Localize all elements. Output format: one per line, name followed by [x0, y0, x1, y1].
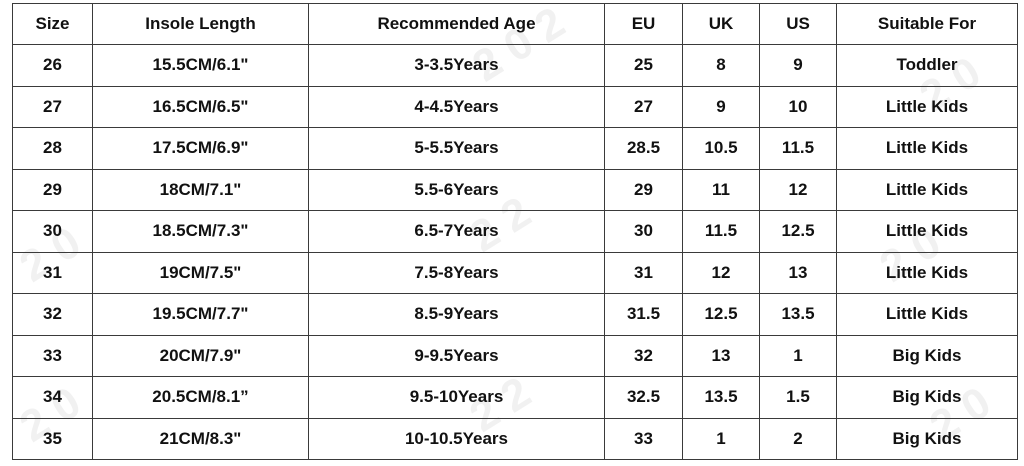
- cell-recommended-age: 5.5-6Years: [308, 168, 605, 211]
- cell-us: 12.5: [759, 210, 837, 253]
- cell-eu: 33: [604, 417, 683, 460]
- cell-uk: 11: [682, 168, 760, 211]
- cell-insole-length: 17.5CM/6.9": [92, 127, 309, 170]
- cell-recommended-age: 9.5-10Years: [308, 376, 605, 419]
- cell-recommended-age: 3-3.5Years: [308, 44, 605, 87]
- table-row: 26 15.5CM/6.1" 3-3.5Years 25 8 9 Toddler: [12, 44, 1018, 87]
- cell-us: 12: [759, 168, 837, 211]
- header-size: Size: [12, 3, 93, 45]
- header-eu: EU: [604, 3, 683, 45]
- cell-size: 26: [12, 44, 93, 87]
- cell-suitable-for: Toddler: [836, 44, 1018, 87]
- cell-eu: 29: [604, 168, 683, 211]
- cell-suitable-for: Big Kids: [836, 376, 1018, 419]
- cell-recommended-age: 7.5-8Years: [308, 251, 605, 294]
- cell-suitable-for: Little Kids: [836, 85, 1018, 128]
- cell-uk: 12.5: [682, 293, 760, 336]
- cell-eu: 30: [604, 210, 683, 253]
- cell-suitable-for: Little Kids: [836, 168, 1018, 211]
- cell-insole-length: 19.5CM/7.7": [92, 293, 309, 336]
- cell-us: 10: [759, 85, 837, 128]
- cell-size: 31: [12, 251, 93, 294]
- table-row: 29 18CM/7.1" 5.5-6Years 29 11 12 Little …: [12, 168, 1018, 211]
- cell-suitable-for: Big Kids: [836, 334, 1018, 377]
- table-row: 27 16.5CM/6.5" 4-4.5Years 27 9 10 Little…: [12, 85, 1018, 128]
- cell-us: 1.5: [759, 376, 837, 419]
- cell-uk: 13: [682, 334, 760, 377]
- cell-eu: 31.5: [604, 293, 683, 336]
- cell-eu: 27: [604, 85, 683, 128]
- cell-size: 33: [12, 334, 93, 377]
- cell-us: 1: [759, 334, 837, 377]
- cell-uk: 10.5: [682, 127, 760, 170]
- table-row: 30 18.5CM/7.3" 6.5-7Years 30 11.5 12.5 L…: [12, 210, 1018, 253]
- header-recommended-age: Recommended Age: [308, 3, 605, 45]
- cell-size: 32: [12, 293, 93, 336]
- cell-recommended-age: 6.5-7Years: [308, 210, 605, 253]
- table-row: 35 21CM/8.3" 10-10.5Years 33 1 2 Big Kid…: [12, 417, 1018, 460]
- cell-recommended-age: 5-5.5Years: [308, 127, 605, 170]
- cell-suitable-for: Little Kids: [836, 210, 1018, 253]
- cell-size: 30: [12, 210, 93, 253]
- header-us: US: [759, 3, 837, 45]
- cell-uk: 1: [682, 417, 760, 460]
- cell-recommended-age: 4-4.5Years: [308, 85, 605, 128]
- cell-insole-length: 20CM/7.9": [92, 334, 309, 377]
- cell-suitable-for: Big Kids: [836, 417, 1018, 460]
- cell-size: 28: [12, 127, 93, 170]
- table-row: 32 19.5CM/7.7" 8.5-9Years 31.5 12.5 13.5…: [12, 293, 1018, 336]
- cell-insole-length: 15.5CM/6.1": [92, 44, 309, 87]
- header-uk: UK: [682, 3, 760, 45]
- cell-insole-length: 16.5CM/6.5": [92, 85, 309, 128]
- cell-suitable-for: Little Kids: [836, 293, 1018, 336]
- table-body: 26 15.5CM/6.1" 3-3.5Years 25 8 9 Toddler…: [12, 44, 1018, 460]
- cell-size: 35: [12, 417, 93, 460]
- table-row: 31 19CM/7.5" 7.5-8Years 31 12 13 Little …: [12, 251, 1018, 294]
- cell-insole-length: 19CM/7.5": [92, 251, 309, 294]
- cell-eu: 31: [604, 251, 683, 294]
- cell-us: 13.5: [759, 293, 837, 336]
- cell-suitable-for: Little Kids: [836, 251, 1018, 294]
- cell-uk: 13.5: [682, 376, 760, 419]
- cell-uk: 11.5: [682, 210, 760, 253]
- cell-insole-length: 18.5CM/7.3": [92, 210, 309, 253]
- table-row: 28 17.5CM/6.9" 5-5.5Years 28.5 10.5 11.5…: [12, 127, 1018, 170]
- cell-insole-length: 21CM/8.3": [92, 417, 309, 460]
- cell-size: 27: [12, 85, 93, 128]
- cell-recommended-age: 10-10.5Years: [308, 417, 605, 460]
- cell-insole-length: 20.5CM/8.1”: [92, 376, 309, 419]
- cell-us: 13: [759, 251, 837, 294]
- cell-eu: 32: [604, 334, 683, 377]
- size-chart-table: Size Insole Length Recommended Age EU UK…: [12, 3, 1018, 460]
- cell-suitable-for: Little Kids: [836, 127, 1018, 170]
- cell-eu: 28.5: [604, 127, 683, 170]
- cell-recommended-age: 8.5-9Years: [308, 293, 605, 336]
- cell-uk: 9: [682, 85, 760, 128]
- cell-us: 11.5: [759, 127, 837, 170]
- cell-insole-length: 18CM/7.1": [92, 168, 309, 211]
- cell-uk: 12: [682, 251, 760, 294]
- cell-us: 9: [759, 44, 837, 87]
- cell-size: 34: [12, 376, 93, 419]
- header-suitable-for: Suitable For: [836, 3, 1018, 45]
- cell-eu: 32.5: [604, 376, 683, 419]
- header-insole-length: Insole Length: [92, 3, 309, 45]
- table-row: 33 20CM/7.9" 9-9.5Years 32 13 1 Big Kids: [12, 334, 1018, 377]
- table-header-row: Size Insole Length Recommended Age EU UK…: [12, 3, 1018, 45]
- table-row: 34 20.5CM/8.1” 9.5-10Years 32.5 13.5 1.5…: [12, 376, 1018, 419]
- cell-eu: 25: [604, 44, 683, 87]
- cell-us: 2: [759, 417, 837, 460]
- cell-recommended-age: 9-9.5Years: [308, 334, 605, 377]
- cell-uk: 8: [682, 44, 760, 87]
- cell-size: 29: [12, 168, 93, 211]
